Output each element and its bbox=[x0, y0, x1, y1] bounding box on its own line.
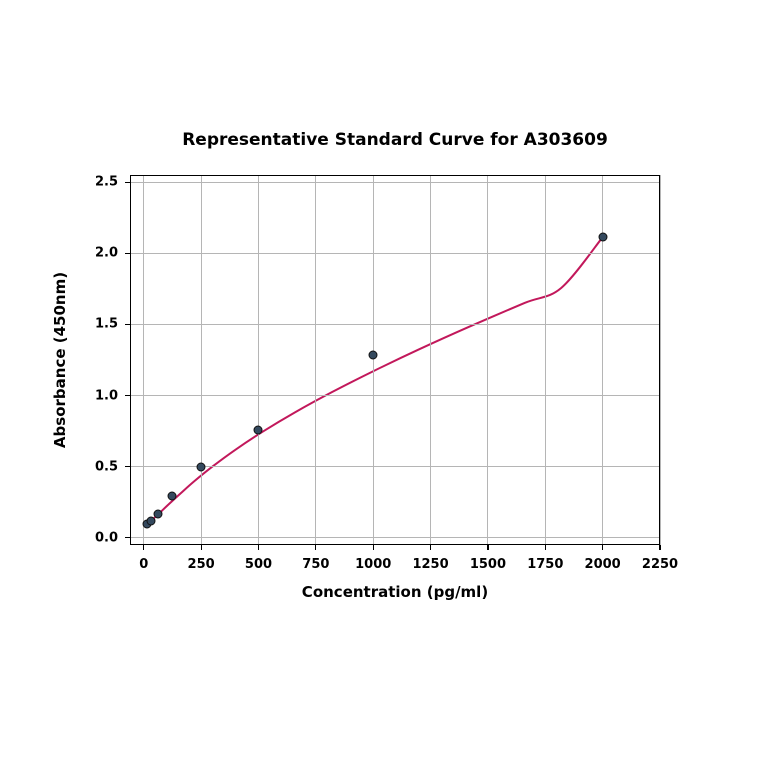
x-tick bbox=[602, 545, 603, 550]
y-tick bbox=[125, 466, 130, 467]
grid-line-horizontal bbox=[130, 182, 660, 183]
y-tick bbox=[125, 253, 130, 254]
grid-line-horizontal bbox=[130, 324, 660, 325]
data-point bbox=[153, 509, 162, 518]
grid-line-vertical bbox=[373, 175, 374, 545]
curve-path bbox=[147, 237, 602, 524]
chart-stage: Representative Standard Curve for A30360… bbox=[0, 0, 764, 764]
x-tick-label: 1500 bbox=[470, 557, 506, 572]
x-tick bbox=[315, 545, 316, 550]
grid-line-vertical bbox=[487, 175, 488, 545]
y-tick-label: 2.5 bbox=[95, 175, 118, 190]
x-tick bbox=[143, 545, 144, 550]
grid-line-horizontal bbox=[130, 395, 660, 396]
spine-bottom bbox=[130, 544, 660, 545]
y-tick-label: 1.5 bbox=[95, 317, 118, 332]
fitted-curve bbox=[0, 0, 764, 764]
grid-line-horizontal bbox=[130, 253, 660, 254]
x-tick-label: 1750 bbox=[527, 557, 563, 572]
x-tick bbox=[258, 545, 259, 550]
spine-right bbox=[659, 175, 660, 545]
x-tick bbox=[659, 545, 660, 550]
x-tick-label: 2000 bbox=[585, 557, 621, 572]
x-tick bbox=[545, 545, 546, 550]
grid-line-vertical bbox=[143, 175, 144, 545]
y-tick-label: 2.0 bbox=[95, 246, 118, 261]
data-point bbox=[197, 463, 206, 472]
data-point bbox=[254, 426, 263, 435]
grid-line-vertical bbox=[430, 175, 431, 545]
x-tick-label: 750 bbox=[302, 557, 329, 572]
x-tick-label: 250 bbox=[188, 557, 215, 572]
spine-top bbox=[130, 175, 660, 176]
y-tick-label: 1.0 bbox=[95, 388, 118, 403]
data-point bbox=[369, 351, 378, 360]
x-tick bbox=[201, 545, 202, 550]
grid-line-vertical bbox=[315, 175, 316, 545]
x-tick-label: 1250 bbox=[412, 557, 448, 572]
x-tick-label: 1000 bbox=[355, 557, 391, 572]
data-point bbox=[146, 517, 155, 526]
x-tick-label: 2250 bbox=[642, 557, 678, 572]
y-tick-label: 0.5 bbox=[95, 459, 118, 474]
x-tick-label: 0 bbox=[139, 557, 148, 572]
x-tick bbox=[373, 545, 374, 550]
grid-line-vertical bbox=[258, 175, 259, 545]
x-tick bbox=[430, 545, 431, 550]
y-tick bbox=[125, 537, 130, 538]
y-tick-label: 0.0 bbox=[95, 530, 118, 545]
grid-line-vertical bbox=[201, 175, 202, 545]
data-point bbox=[598, 233, 607, 242]
spine-left bbox=[130, 175, 131, 545]
grid-line-vertical bbox=[602, 175, 603, 545]
y-tick bbox=[125, 395, 130, 396]
grid-line-vertical bbox=[545, 175, 546, 545]
data-point bbox=[168, 492, 177, 501]
grid-line-horizontal bbox=[130, 537, 660, 538]
x-tick-label: 500 bbox=[245, 557, 272, 572]
y-tick bbox=[125, 324, 130, 325]
x-tick bbox=[487, 545, 488, 550]
grid-line-horizontal bbox=[130, 466, 660, 467]
y-tick bbox=[125, 182, 130, 183]
